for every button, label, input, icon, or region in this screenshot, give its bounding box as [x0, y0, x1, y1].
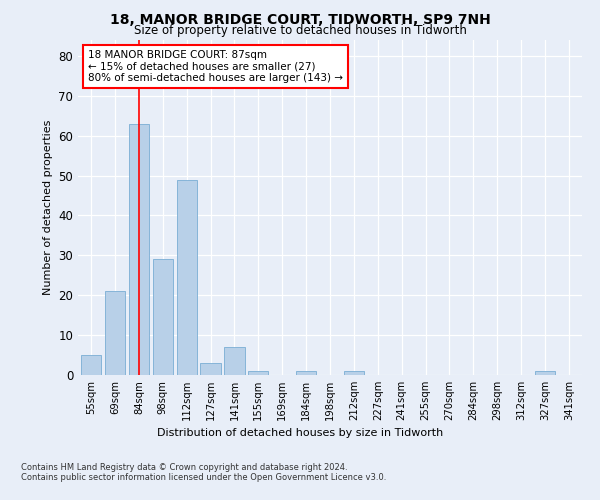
Y-axis label: Number of detached properties: Number of detached properties	[43, 120, 53, 295]
Text: Contains HM Land Registry data © Crown copyright and database right 2024.
Contai: Contains HM Land Registry data © Crown c…	[21, 462, 386, 482]
Bar	[129, 124, 149, 375]
Bar	[248, 371, 268, 375]
Bar	[81, 355, 101, 375]
Bar	[152, 260, 173, 375]
Bar	[200, 363, 221, 375]
Bar	[296, 371, 316, 375]
Text: 18 MANOR BRIDGE COURT: 87sqm
← 15% of detached houses are smaller (27)
80% of se: 18 MANOR BRIDGE COURT: 87sqm ← 15% of de…	[88, 50, 343, 83]
Text: Size of property relative to detached houses in Tidworth: Size of property relative to detached ho…	[134, 24, 466, 37]
Bar	[105, 291, 125, 375]
Bar	[344, 371, 364, 375]
Text: 18, MANOR BRIDGE COURT, TIDWORTH, SP9 7NH: 18, MANOR BRIDGE COURT, TIDWORTH, SP9 7N…	[110, 12, 490, 26]
Text: Distribution of detached houses by size in Tidworth: Distribution of detached houses by size …	[157, 428, 443, 438]
Bar	[535, 371, 555, 375]
Bar	[176, 180, 197, 375]
Bar	[224, 347, 245, 375]
